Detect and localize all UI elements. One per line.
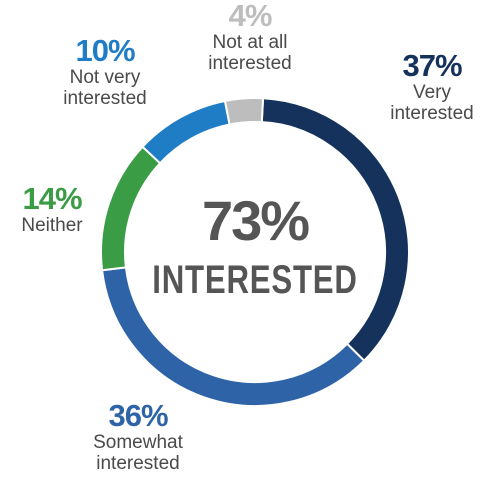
center-value: 73%: [201, 189, 310, 252]
category-label: Not at all interested: [208, 32, 292, 74]
segment-label: 36% Somewhat interested: [83, 398, 193, 475]
donut-segment: [100, 145, 162, 272]
value-label: 10%: [75, 33, 135, 68]
category-label: Somewhat interested: [93, 432, 183, 474]
center-subtitle: INTERESTED: [152, 258, 358, 302]
segment-label: 14% Neither: [2, 181, 102, 237]
value-label: 14%: [22, 181, 82, 216]
category-label: Very interested: [390, 82, 474, 124]
category-label: Neither: [21, 215, 83, 236]
segment-label: 4% Not at all interested: [190, 0, 310, 74]
value-label: 36%: [108, 398, 168, 433]
donut-segment: [223, 97, 265, 126]
donut-segment: [141, 99, 231, 165]
value-label: 37%: [402, 48, 462, 83]
segment-label: 10% Not very interested: [50, 33, 160, 110]
segment-label: 37% Very interested: [377, 48, 487, 125]
value-label: 4%: [228, 0, 273, 33]
category-label: Not very interested: [63, 67, 147, 109]
